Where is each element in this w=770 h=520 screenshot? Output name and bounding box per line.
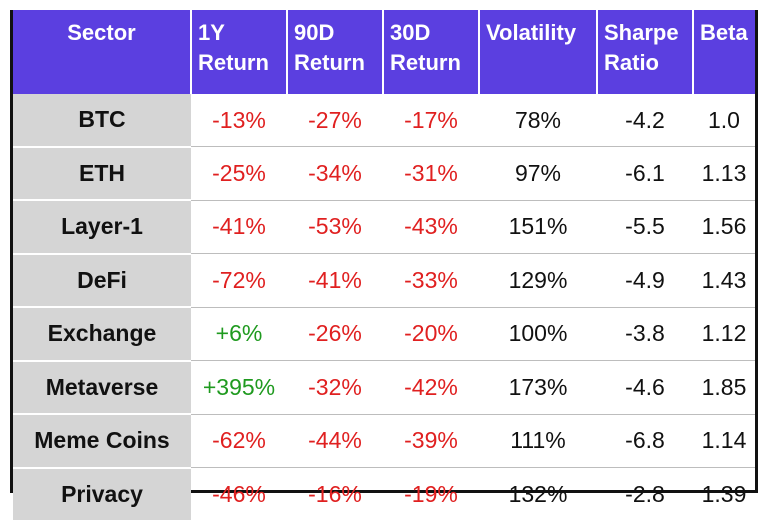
cell-beta: 1.0 xyxy=(693,94,755,147)
sector-label: Exchange xyxy=(13,307,191,361)
cell-90d-return: -27% xyxy=(287,94,383,147)
sector-label: Layer-1 xyxy=(13,200,191,254)
cell-1y-return: -41% xyxy=(191,200,287,254)
cell-volatility: 100% xyxy=(479,307,597,361)
cell-30d-return: -43% xyxy=(383,200,479,254)
cell-volatility: 97% xyxy=(479,147,597,201)
cell-sharpe-ratio: -6.1 xyxy=(597,147,693,201)
cell-30d-return: -20% xyxy=(383,307,479,361)
cell-30d-return: -42% xyxy=(383,361,479,415)
cell-sharpe-ratio: -6.8 xyxy=(597,414,693,468)
cell-volatility: 173% xyxy=(479,361,597,415)
cell-sharpe-ratio: -2.8 xyxy=(597,468,693,520)
cell-volatility: 129% xyxy=(479,254,597,308)
cell-beta: 1.56 xyxy=(693,200,755,254)
cell-1y-return: -62% xyxy=(191,414,287,468)
cell-30d-return: -39% xyxy=(383,414,479,468)
cell-volatility: 78% xyxy=(479,94,597,147)
sector-label: BTC xyxy=(13,94,191,147)
cell-sharpe-ratio: -3.8 xyxy=(597,307,693,361)
cell-1y-return: -46% xyxy=(191,468,287,520)
sector-label: Meme Coins xyxy=(13,414,191,468)
cell-90d-return: -34% xyxy=(287,147,383,201)
cell-90d-return: -16% xyxy=(287,468,383,520)
cell-1y-return: +6% xyxy=(191,307,287,361)
cell-90d-return: -44% xyxy=(287,414,383,468)
cell-beta: 1.12 xyxy=(693,307,755,361)
column-header-beta: Beta xyxy=(693,10,755,94)
cell-volatility: 132% xyxy=(479,468,597,520)
sector-label: Metaverse xyxy=(13,361,191,415)
cell-beta: 1.85 xyxy=(693,361,755,415)
cell-sharpe-ratio: -4.2 xyxy=(597,94,693,147)
cell-beta: 1.13 xyxy=(693,147,755,201)
cell-30d-return: -17% xyxy=(383,94,479,147)
sector-label: DeFi xyxy=(13,254,191,308)
cell-sharpe-ratio: -4.9 xyxy=(597,254,693,308)
cell-1y-return: -72% xyxy=(191,254,287,308)
cell-volatility: 151% xyxy=(479,200,597,254)
column-header-volatility: Volatility xyxy=(479,10,597,94)
cell-90d-return: -32% xyxy=(287,361,383,415)
sector-label: ETH xyxy=(13,147,191,201)
cell-sharpe-ratio: -5.5 xyxy=(597,200,693,254)
cell-beta: 1.14 xyxy=(693,414,755,468)
cell-beta: 1.43 xyxy=(693,254,755,308)
cell-30d-return: -19% xyxy=(383,468,479,520)
sector-label: Privacy xyxy=(13,468,191,520)
cell-90d-return: -41% xyxy=(287,254,383,308)
cell-1y-return: -13% xyxy=(191,94,287,147)
cell-1y-return: -25% xyxy=(191,147,287,201)
cell-1y-return: +395% xyxy=(191,361,287,415)
cell-volatility: 111% xyxy=(479,414,597,468)
column-header-sector: Sector xyxy=(13,10,191,94)
cell-90d-return: -53% xyxy=(287,200,383,254)
cell-30d-return: -31% xyxy=(383,147,479,201)
cell-sharpe-ratio: -4.6 xyxy=(597,361,693,415)
cell-30d-return: -33% xyxy=(383,254,479,308)
cell-90d-return: -26% xyxy=(287,307,383,361)
cell-beta: 1.39 xyxy=(693,468,755,520)
